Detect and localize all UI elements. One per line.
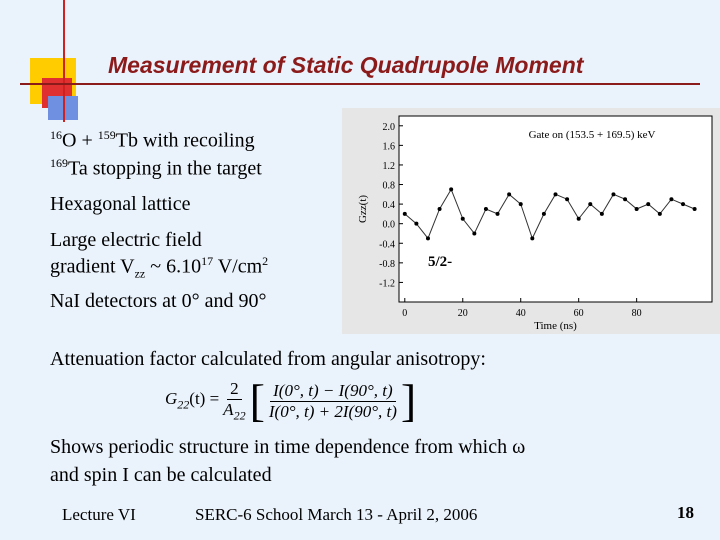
sup: 169 [50,156,68,170]
data-point [483,207,488,211]
span: ~ 6.10 [145,255,202,278]
data-point [692,207,697,211]
span: A [223,399,234,419]
text-line: 16O + 159Tb with recoiling [50,128,255,153]
data-point [565,197,570,202]
text-line: NaI detectors at 0° and 90° [50,290,267,312]
data-point [472,231,477,236]
formula: G22(t) = 2 A22 [ I(0°, t) − I(90°, t) I(0°… [165,378,416,424]
sup: 2 [262,254,269,268]
y-tick-label: 0.0 [383,220,396,231]
data-point [681,202,686,207]
data-point [460,216,465,221]
numerator: 2 [227,379,242,400]
sup: 17 [201,254,214,268]
y-tick-label: -0.8 [379,259,395,270]
data-point [495,211,500,216]
text-line: and spin I can be calculated [50,464,272,486]
text-line: Hexagonal lattice [50,193,191,215]
span: O + [62,129,98,152]
span: G [165,389,178,409]
x-tick-label: 20 [458,308,468,319]
denominator: A22 [223,400,245,423]
data-line [404,188,695,240]
text-line: Attenuation factor calculated from angul… [50,348,486,370]
data-point [541,211,546,216]
formula-lhs: G22(t) = [165,389,219,412]
y-tick-label: 1.2 [383,161,396,172]
data-point [599,211,604,216]
annotation: 5/2- [428,254,452,270]
data-point [553,192,558,197]
data-point [646,202,651,207]
data-point [669,197,674,202]
page-number: 18 [677,503,694,522]
data-point [402,211,407,216]
data-point [518,202,523,207]
x-tick-label: 0 [402,308,407,319]
sup: 16 [50,128,62,142]
data-point [530,236,535,241]
footer-center: SERC-6 School March 13 - April 2, 2006 [195,505,478,524]
slide-title: Measurement of Static Quadrupole Moment [108,52,584,78]
footer-left: Lecture VI [62,505,136,524]
text-line: gradient Vzz ~ 6.1017 V/cm2 [50,254,268,282]
y-tick-label: 0.8 [383,181,396,192]
data-point [414,221,419,226]
span: V/cm [213,255,263,278]
title-underline [20,83,700,85]
sup: 159 [97,128,116,142]
fraction: I(0°, t) − I(90°, t) I(0°, t) + 2I(90°, t… [269,381,397,422]
data-point [449,187,454,192]
bracket: ] [400,375,417,426]
x-tick-label: 80 [632,308,642,319]
deco-line [63,0,65,122]
span: gradient V [50,255,135,278]
text-line: 169Ta stopping in the target [50,156,262,181]
y-tick-label: 2.0 [383,122,396,133]
data-point [611,192,616,197]
data-point [507,192,512,197]
y-tick-label: -0.4 [379,239,395,250]
span: Tb with recoiling [115,129,255,152]
y-tick-label: 1.6 [383,141,396,152]
data-point [425,236,430,241]
data-point [588,202,593,207]
data-point [576,216,581,221]
fraction: 2 A22 [223,379,245,423]
sub: 22 [177,397,190,412]
x-axis-label: Time (ns) [534,320,577,332]
y-tick-label: -1.2 [379,278,395,289]
denominator: I(0°, t) + 2I(90°, t) [268,401,397,421]
x-tick-label: 40 [516,308,526,319]
span: (t) = [189,389,220,409]
text-line: Shows periodic structure in time depende… [50,436,526,458]
data-point [623,197,628,202]
y-axis-label: Gzz(t) [357,195,369,223]
data-point [657,211,662,216]
plot-title: Gate on (153.5 + 169.5) keV [529,129,656,141]
numerator: I(0°, t) − I(90°, t) [270,381,396,402]
sub: 22 [233,408,246,423]
figure: 2.0 1.6 1.2 0.8 0.4 0.0 -0.4 -0.8 -1.2 0 20 40 60 80 T… [342,108,720,334]
plot-frame [398,115,713,303]
y-tick-label: 0.4 [383,200,396,211]
data-point [437,207,442,211]
text-line: Large electric field [50,229,202,251]
sub: zz [134,266,146,281]
data-point [634,207,639,211]
x-tick-label: 60 [574,308,584,319]
span: Ta stopping in the target [68,157,262,180]
annotation-box [424,248,472,272]
bracket: [ [249,375,265,426]
